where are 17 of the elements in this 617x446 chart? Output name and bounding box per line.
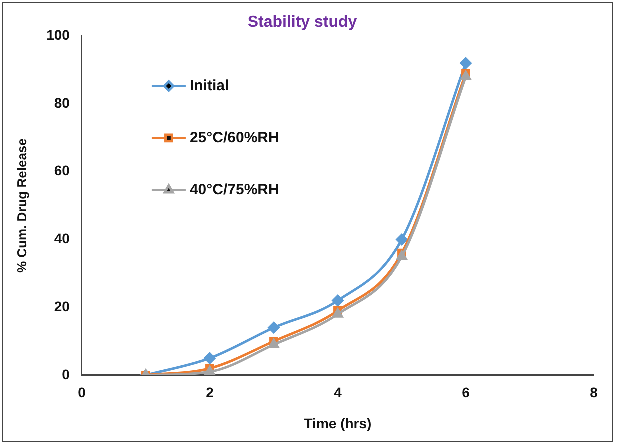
x-tick-label: 0 [78,384,86,401]
x-tick-label: 4 [334,384,342,401]
x-tick-label: 2 [206,384,214,401]
x-tick-label: 6 [462,384,470,401]
y-tick-label: 20 [54,298,70,314]
y-tick-label: 100 [46,27,70,44]
y-tick-label: 40 [54,230,70,247]
y-tick-label: 0 [62,366,70,382]
x-tick-label: 8 [590,384,598,401]
chart-title: Stability study [248,14,358,32]
legend-label: 40°C/75%RH [190,181,280,198]
y-axis-title: % Cum. Drug Release [14,138,30,273]
x-axis-title: Time (hrs) [304,415,372,432]
legend-label: Initial [190,77,230,94]
legend-label: 25°C/60%RH [190,129,280,146]
y-tick-label: 80 [54,94,70,111]
y-tick-label: 60 [54,162,70,179]
